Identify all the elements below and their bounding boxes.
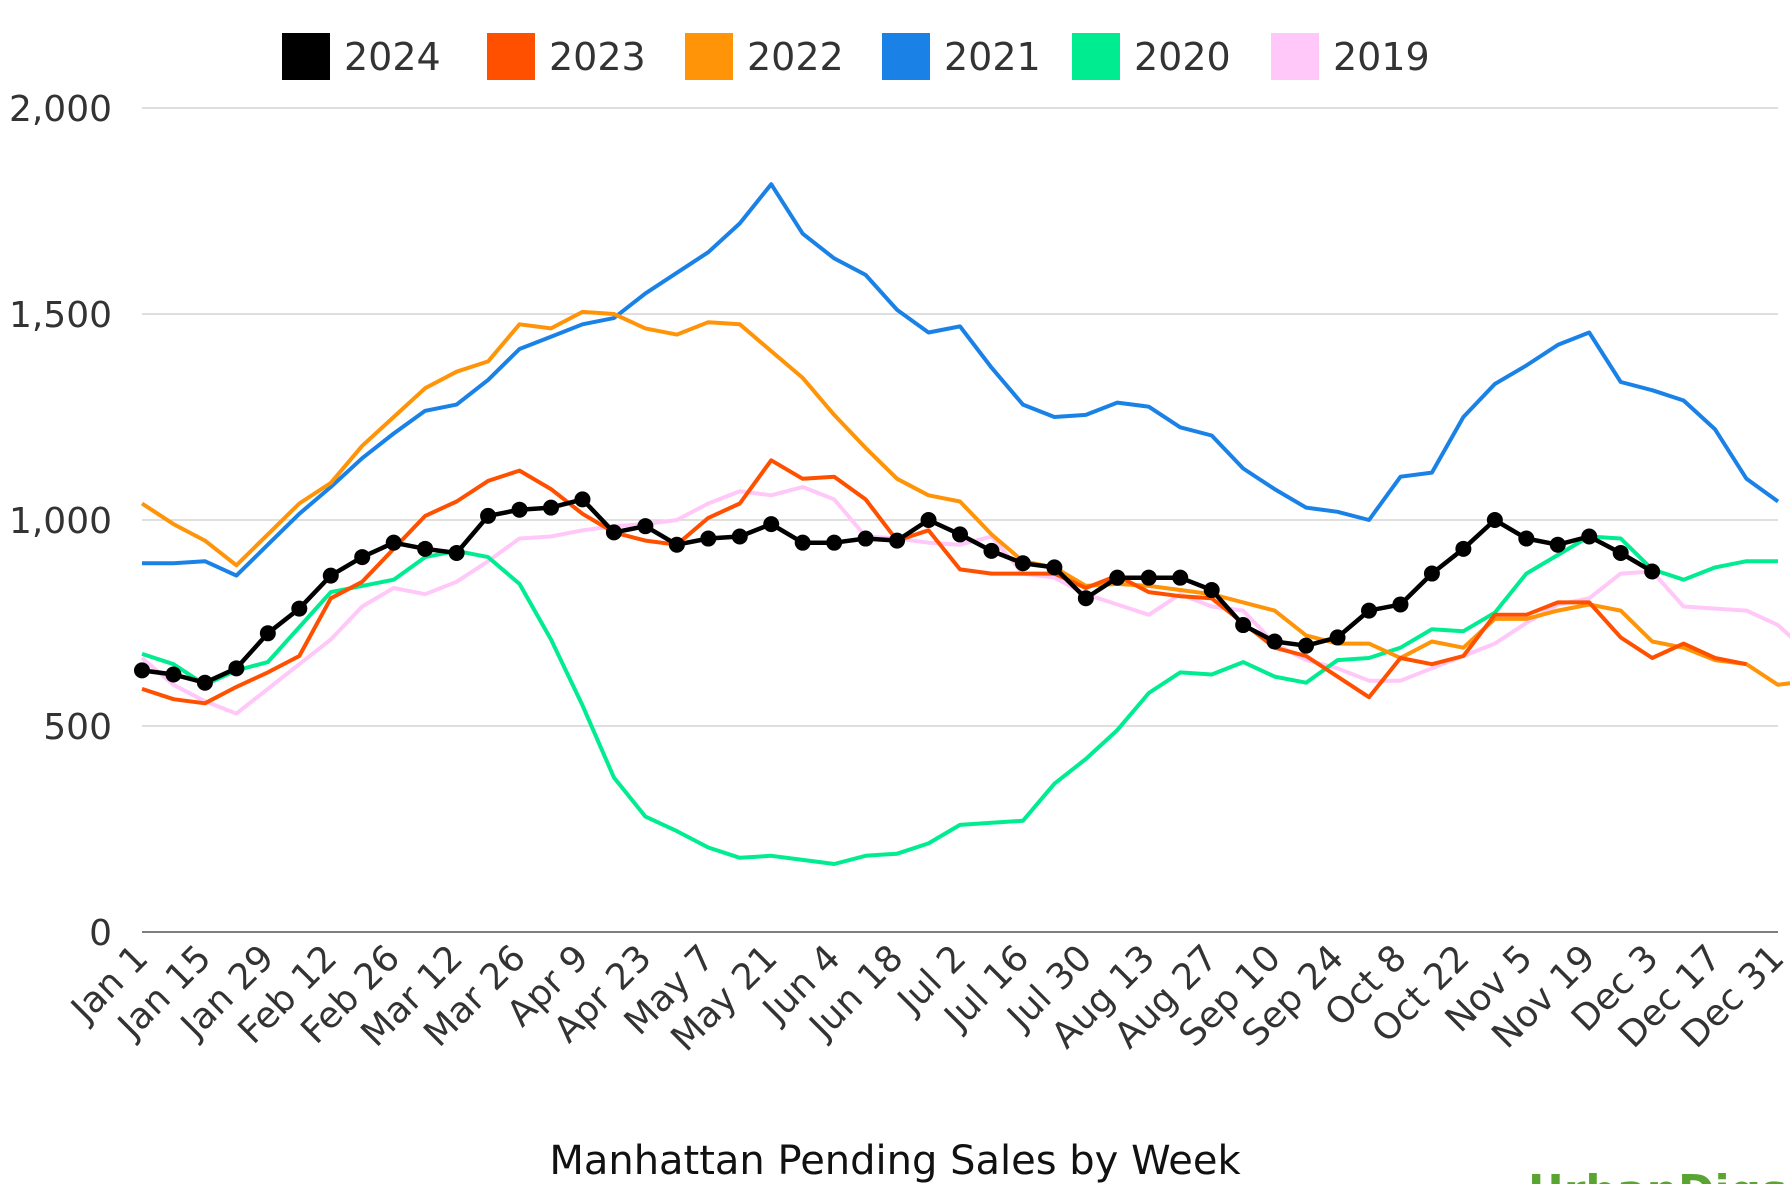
legend-label-2019: 2019 — [1333, 35, 1430, 79]
data-point-2024 — [1549, 536, 1566, 553]
data-point-2024 — [731, 528, 748, 545]
legend-label-2020: 2020 — [1134, 35, 1231, 79]
data-point-2024 — [668, 536, 685, 553]
y-axis: 0 500 1,000 1,500 2,000 — [9, 89, 112, 954]
y-tick-label: 0 — [89, 913, 112, 954]
data-point-2024 — [1014, 555, 1031, 572]
data-point-2024 — [1644, 563, 1661, 580]
data-point-2024 — [1518, 530, 1535, 547]
data-point-2024 — [1329, 629, 1346, 646]
data-point-2024 — [574, 491, 591, 508]
legend-label-2022: 2022 — [747, 35, 844, 79]
series-line-2019 — [140, 485, 1790, 716]
chart-title: Manhattan Pending Sales by Week — [549, 1138, 1241, 1184]
series-line-2024 — [141, 497, 1654, 685]
legend-label-2021: 2021 — [944, 35, 1041, 79]
data-point-2024 — [196, 674, 213, 691]
data-point-2024 — [322, 567, 339, 584]
legend: 2024 2023 2022 2021 2020 2019 — [282, 33, 1430, 80]
legend-swatch-2021 — [882, 33, 930, 80]
data-point-2024 — [1612, 544, 1629, 561]
y-tick-label: 500 — [43, 707, 112, 748]
data-point-2024 — [385, 534, 402, 551]
data-point-2024 — [1046, 559, 1063, 576]
data-point-2024 — [1298, 637, 1315, 654]
y-tick-label: 1,500 — [9, 295, 112, 336]
legend-swatch-2024 — [282, 33, 330, 80]
data-point-2024 — [637, 518, 654, 535]
data-point-2024 — [605, 524, 622, 541]
legend-swatch-2020 — [1072, 33, 1120, 80]
data-point-2024 — [920, 512, 937, 528]
data-point-2024 — [952, 526, 968, 543]
y-tick-label: 1,000 — [9, 501, 112, 542]
data-point-2024 — [700, 530, 717, 547]
data-point-2024 — [794, 534, 811, 551]
data-point-2024 — [1392, 596, 1409, 613]
brand-logo: UrbanDigs — [1528, 1166, 1787, 1184]
data-point-2024 — [826, 534, 843, 551]
series-line-2021 — [142, 182, 1780, 578]
series-lines — [134, 182, 1790, 866]
data-point-2024 — [1109, 569, 1126, 586]
legend-label-2023: 2023 — [549, 35, 646, 79]
data-point-2024 — [228, 660, 245, 677]
data-point-2024 — [1235, 617, 1252, 634]
data-point-2024 — [1361, 602, 1377, 619]
data-point-2024 — [1172, 569, 1189, 586]
data-point-2024 — [1140, 569, 1157, 586]
series-line-2023 — [141, 458, 1747, 706]
data-point-2024 — [1203, 582, 1220, 599]
data-point-2024 — [857, 530, 874, 547]
data-point-2024 — [1266, 633, 1283, 650]
data-point-2024 — [291, 600, 308, 617]
data-point-2024 — [417, 540, 434, 557]
data-point-2024 — [1423, 565, 1440, 582]
data-point-2024 — [1486, 512, 1503, 528]
data-point-2024 — [448, 544, 465, 561]
data-point-2024 — [1077, 590, 1094, 607]
data-point-2024 — [134, 662, 150, 679]
data-point-2024 — [165, 666, 182, 683]
legend-swatch-2019 — [1271, 33, 1319, 80]
series-line-2020 — [141, 534, 1778, 866]
legend-swatch-2022 — [685, 33, 733, 80]
data-point-2024 — [543, 499, 559, 516]
data-point-2024 — [511, 501, 528, 518]
legend-label-2024: 2024 — [344, 35, 441, 79]
data-point-2024 — [354, 549, 371, 566]
data-point-2024 — [1581, 528, 1598, 545]
y-tick-label: 2,000 — [9, 89, 112, 130]
grid-lines — [142, 107, 1778, 933]
series-line-2022 — [140, 309, 1790, 687]
data-point-2024 — [983, 542, 1000, 559]
legend-swatch-2023 — [487, 33, 535, 80]
data-point-2024 — [259, 625, 276, 642]
data-point-2024 — [1455, 540, 1472, 557]
data-point-2024 — [763, 516, 780, 533]
data-point-2024 — [480, 507, 497, 524]
data-point-2024 — [889, 532, 906, 549]
